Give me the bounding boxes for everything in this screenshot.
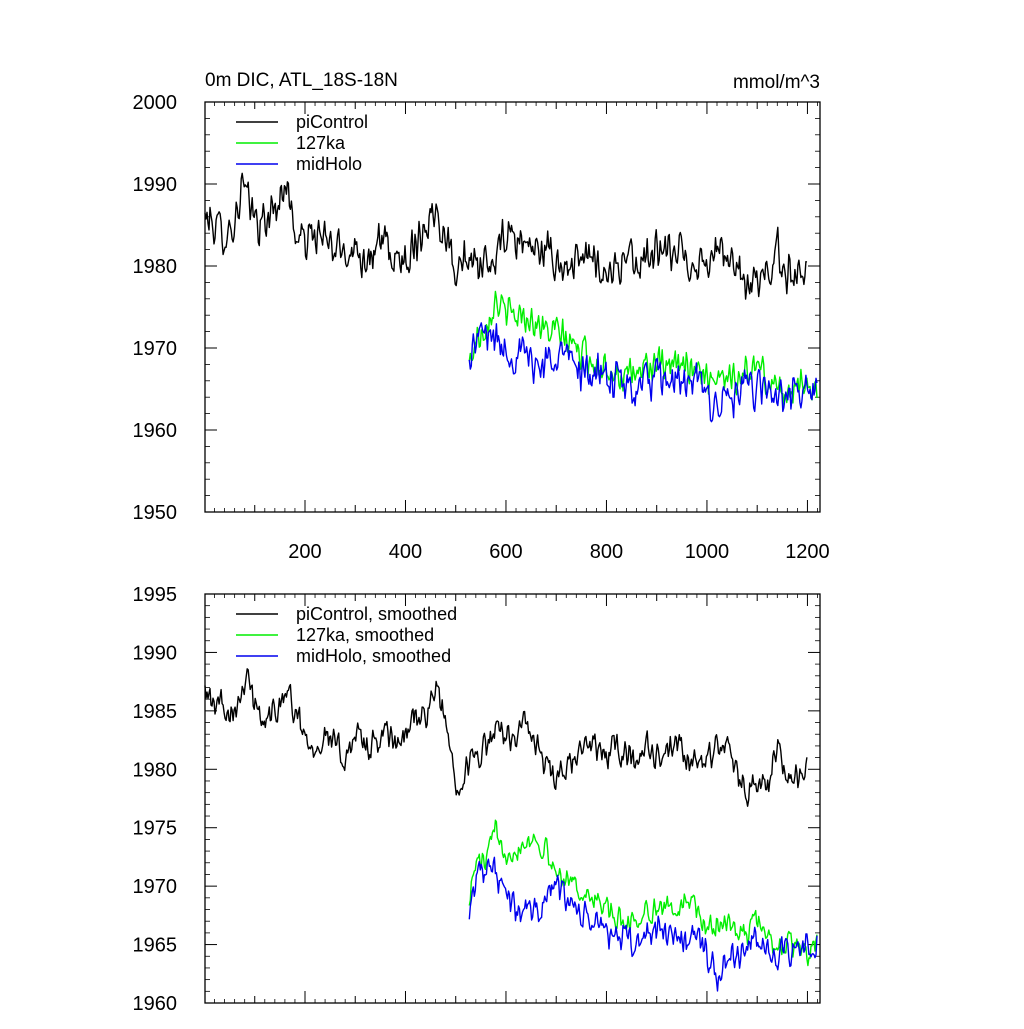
series-line-127ka <box>468 290 818 407</box>
y-tick-label: 1980 <box>133 256 178 278</box>
bottom-panel: 1960 1965 1970 1975 1980 1985 1990 1995 piContro… <box>133 584 821 1015</box>
y-tick-label: 1990 <box>133 174 178 196</box>
x-tick-label: 1200 <box>785 541 830 563</box>
y-tick-label: 1985 <box>133 701 178 723</box>
top-panel: 200 400 600 800 1000 1200 1950 1960 1970 1980 1990… <box>133 92 830 563</box>
y-tick-label: 1990 <box>133 642 178 664</box>
legend-label: midHolo, smoothed <box>296 646 451 666</box>
units-label: mmol/m^3 <box>733 72 820 93</box>
y-tick-label: 1965 <box>133 935 178 957</box>
y-tick-label: 1960 <box>133 420 178 442</box>
legend-label: piControl, smoothed <box>296 604 457 624</box>
plot-frame <box>204 593 821 1004</box>
plot-frame <box>204 101 821 513</box>
x-tick-label: 400 <box>389 541 422 563</box>
y-tick-label: 1970 <box>133 338 178 360</box>
legend-label: midHolo <box>296 154 362 174</box>
y-tick-label: 1980 <box>133 759 178 781</box>
y-tick-label: 2000 <box>133 92 178 114</box>
legend-label: 127ka, smoothed <box>296 625 434 645</box>
x-tick-label: 200 <box>288 541 321 563</box>
series-line-midholo <box>468 322 818 423</box>
series-line-picontrol <box>204 668 808 807</box>
series-line-picontrol <box>204 172 808 300</box>
y-tick-label: 1970 <box>133 876 178 898</box>
x-tick-label: 600 <box>489 541 522 563</box>
x-tick-label: 1000 <box>685 541 730 563</box>
y-tick-label: 1975 <box>133 818 178 840</box>
series-line-127ka <box>468 819 818 967</box>
y-tick-label: 1960 <box>133 993 178 1015</box>
y-tick-label: 1950 <box>133 502 178 524</box>
legend-label: 127ka <box>296 133 346 153</box>
x-tick-label: 800 <box>590 541 623 563</box>
y-tick-label: 1995 <box>133 584 178 606</box>
chart-title: 0m DIC, ATL_18S-18N <box>205 70 398 91</box>
legend-label: piControl <box>296 112 368 132</box>
series-line-midholo <box>468 856 818 992</box>
